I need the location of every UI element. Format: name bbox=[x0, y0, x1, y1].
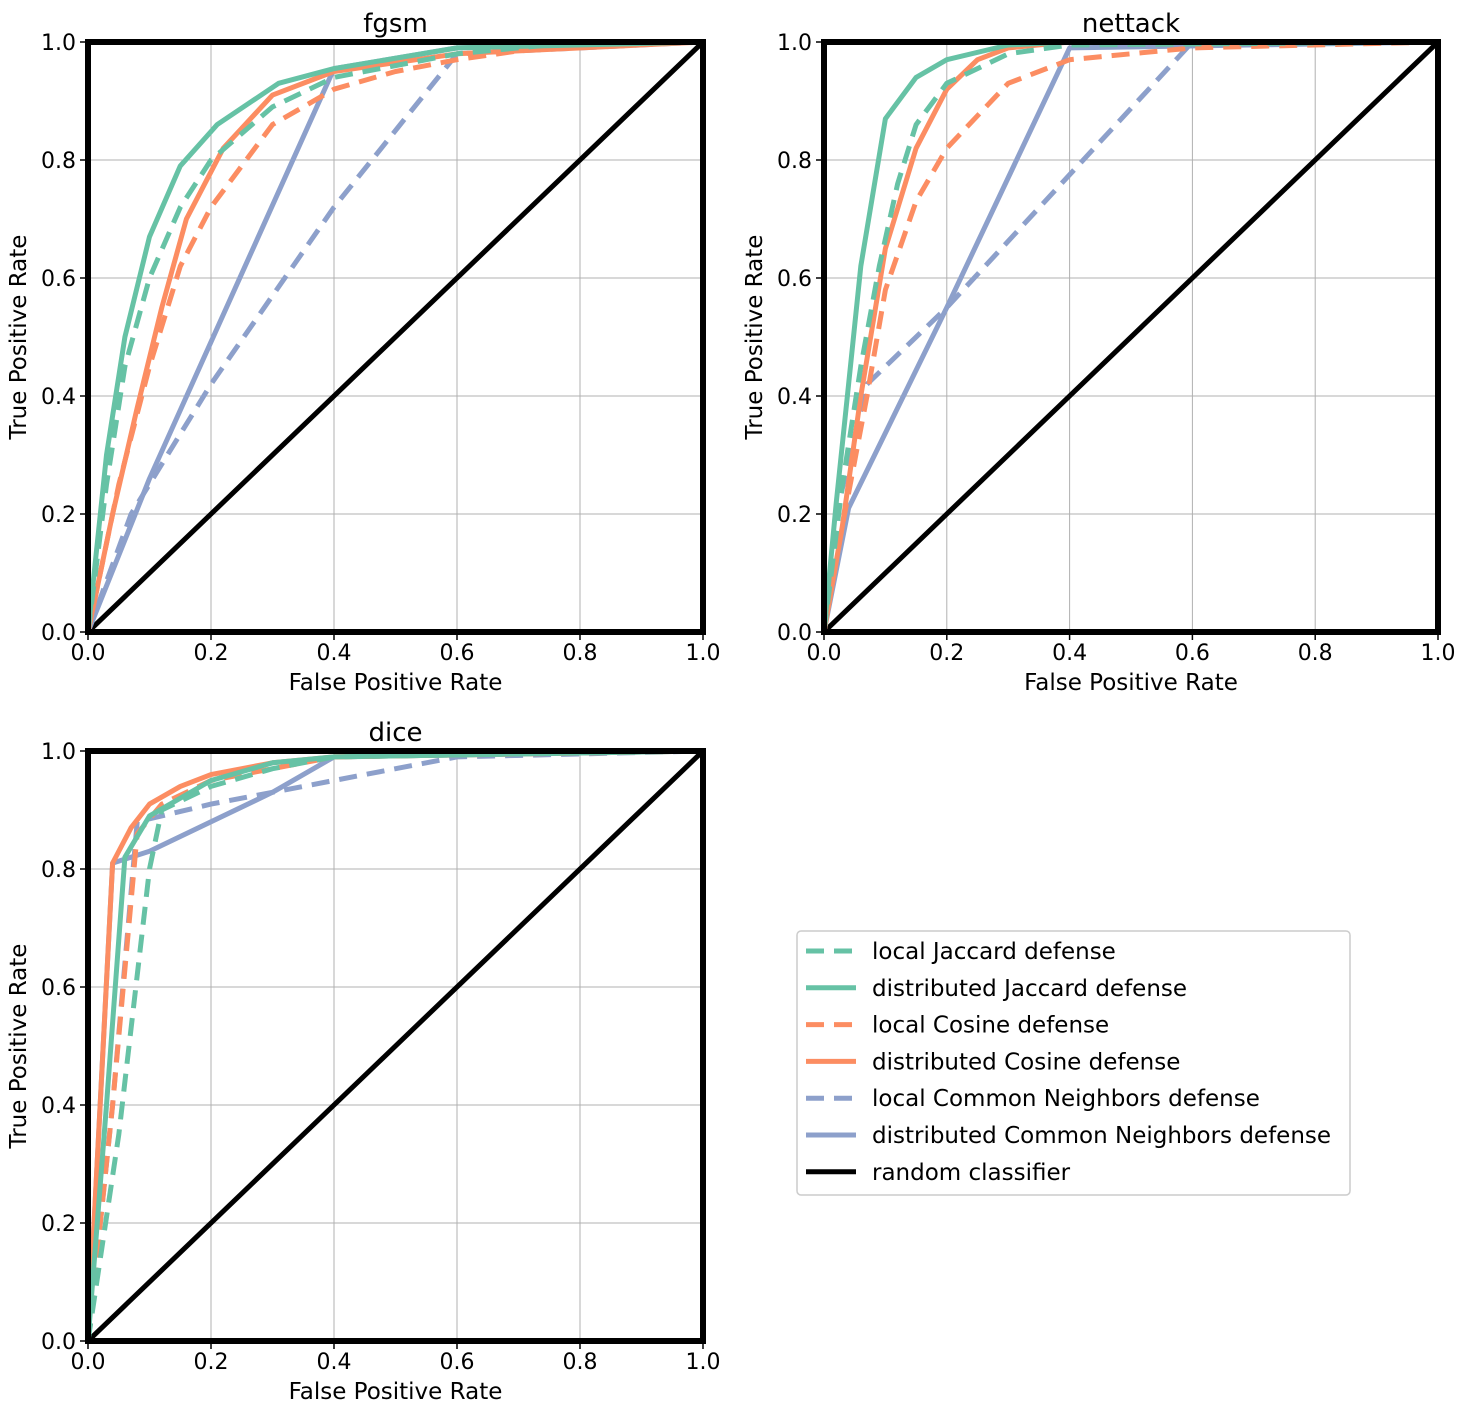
x-tick-label: 0.6 bbox=[440, 641, 475, 666]
series-line-local-jaccard-defense bbox=[824, 42, 1438, 632]
legend: local Jaccard defense distributed Jaccard… bbox=[796, 930, 1351, 1196]
x-tick-label: 1.0 bbox=[686, 1350, 721, 1375]
legend-box bbox=[796, 930, 1351, 1196]
roc-panel-nettack: 0.0 0.2 0.4 0.6 0.8 1.0 0.0 0.2 0.4 0.6 0.8 1.0 nett… bbox=[742, 9, 1456, 696]
x-axis-label: False Positive Rate bbox=[289, 1379, 503, 1405]
x-tick-label: 0.6 bbox=[440, 1350, 475, 1375]
series-line-local-cosine-defense bbox=[88, 42, 703, 632]
plot-frame bbox=[85, 748, 706, 1344]
series-line-local-cosine-defense bbox=[824, 42, 1438, 632]
legend-label: distributed Common Neighbors defense bbox=[872, 1123, 1331, 1149]
x-tick-label: 0.4 bbox=[317, 1350, 352, 1375]
legend-label: local Jaccard defense bbox=[872, 939, 1116, 965]
x-tick-label: 0.0 bbox=[807, 641, 842, 666]
y-tick-label: 0.4 bbox=[41, 1094, 76, 1119]
y-axis-label: True Positive Rate bbox=[6, 944, 32, 1150]
x-tick-label: 0.2 bbox=[194, 1350, 229, 1375]
series-line-distributed-jaccard-defense bbox=[88, 42, 703, 632]
y-tick-label: 0.4 bbox=[41, 385, 76, 410]
legend-item: distributed Jaccard defense bbox=[806, 976, 1187, 1002]
x-tick-label: 0.8 bbox=[563, 1350, 598, 1375]
y-tick-label: 0.4 bbox=[777, 385, 812, 410]
x-tick-label: 0.0 bbox=[71, 1350, 106, 1375]
x-tick-label: 0.2 bbox=[929, 641, 964, 666]
x-axis-label: False Positive Rate bbox=[289, 670, 503, 696]
y-tick-label: 0.0 bbox=[777, 621, 812, 646]
roc-panel-fgsm: 0.0 0.2 0.4 0.6 0.8 1.0 0.0 0.2 0.4 0.6 0.8 1.0 fgsm… bbox=[6, 9, 721, 696]
y-axis-label: True Positive Rate bbox=[742, 235, 768, 441]
legend-label: local Cosine defense bbox=[872, 1013, 1109, 1039]
y-tick-label: 0.6 bbox=[777, 267, 812, 292]
x-tick-label: 0.4 bbox=[317, 641, 352, 666]
legend-item: local Jaccard defense bbox=[806, 939, 1116, 965]
y-tick-label: 0.2 bbox=[41, 503, 76, 528]
x-tick-label: 0.8 bbox=[563, 641, 598, 666]
y-tick-label: 0.8 bbox=[777, 149, 812, 174]
series-line-local-jaccard-defense bbox=[88, 42, 703, 632]
y-tick-label: 0.0 bbox=[41, 621, 76, 646]
panel-title: fgsm bbox=[363, 9, 428, 39]
y-tick-label: 0.8 bbox=[41, 858, 76, 883]
roc-panel-dice: 0.0 0.2 0.4 0.6 0.8 1.0 0.0 0.2 0.4 0.6 0.8 1.0 dice… bbox=[6, 718, 721, 1405]
plot-frame bbox=[85, 39, 706, 635]
legend-item: random classifier bbox=[806, 1160, 1071, 1186]
legend-label: distributed Jaccard defense bbox=[872, 976, 1187, 1002]
y-tick-label: 0.0 bbox=[41, 1330, 76, 1355]
x-tick-label: 0.2 bbox=[194, 641, 229, 666]
panel-title: dice bbox=[368, 718, 422, 748]
y-tick-label: 0.8 bbox=[41, 149, 76, 174]
y-tick-label: 0.2 bbox=[777, 503, 812, 528]
legend-label: random classifier bbox=[872, 1160, 1071, 1186]
x-axis-label: False Positive Rate bbox=[1024, 670, 1238, 696]
panel-title: nettack bbox=[1082, 9, 1180, 39]
legend-label: local Common Neighbors defense bbox=[872, 1086, 1260, 1112]
x-tick-label: 0.0 bbox=[71, 641, 106, 666]
legend-item: local Common Neighbors defense bbox=[806, 1086, 1260, 1112]
x-tick-label: 1.0 bbox=[686, 641, 721, 666]
plot-frame bbox=[821, 39, 1441, 635]
legend-item: distributed Common Neighbors defense bbox=[806, 1123, 1331, 1149]
y-tick-label: 1.0 bbox=[41, 740, 76, 765]
legend-label: distributed Cosine defense bbox=[872, 1049, 1180, 1075]
y-axis-label: True Positive Rate bbox=[6, 235, 32, 441]
x-tick-label: 1.0 bbox=[1421, 641, 1456, 666]
y-tick-label: 0.2 bbox=[41, 1212, 76, 1237]
legend-item: distributed Cosine defense bbox=[806, 1049, 1180, 1075]
x-tick-label: 0.8 bbox=[1298, 641, 1333, 666]
series-line-random-classifier bbox=[88, 42, 703, 632]
y-tick-label: 0.6 bbox=[41, 976, 76, 1001]
x-tick-label: 0.4 bbox=[1052, 641, 1087, 666]
legend-item: local Cosine defense bbox=[806, 1013, 1109, 1039]
y-tick-label: 0.6 bbox=[41, 267, 76, 292]
y-tick-label: 1.0 bbox=[41, 31, 76, 56]
series-line-random-classifier bbox=[88, 751, 703, 1341]
series-line-random-classifier bbox=[824, 42, 1438, 632]
y-tick-label: 1.0 bbox=[777, 31, 812, 56]
series-line-local-jaccard-defense bbox=[88, 751, 703, 1341]
x-tick-label: 0.6 bbox=[1175, 641, 1210, 666]
